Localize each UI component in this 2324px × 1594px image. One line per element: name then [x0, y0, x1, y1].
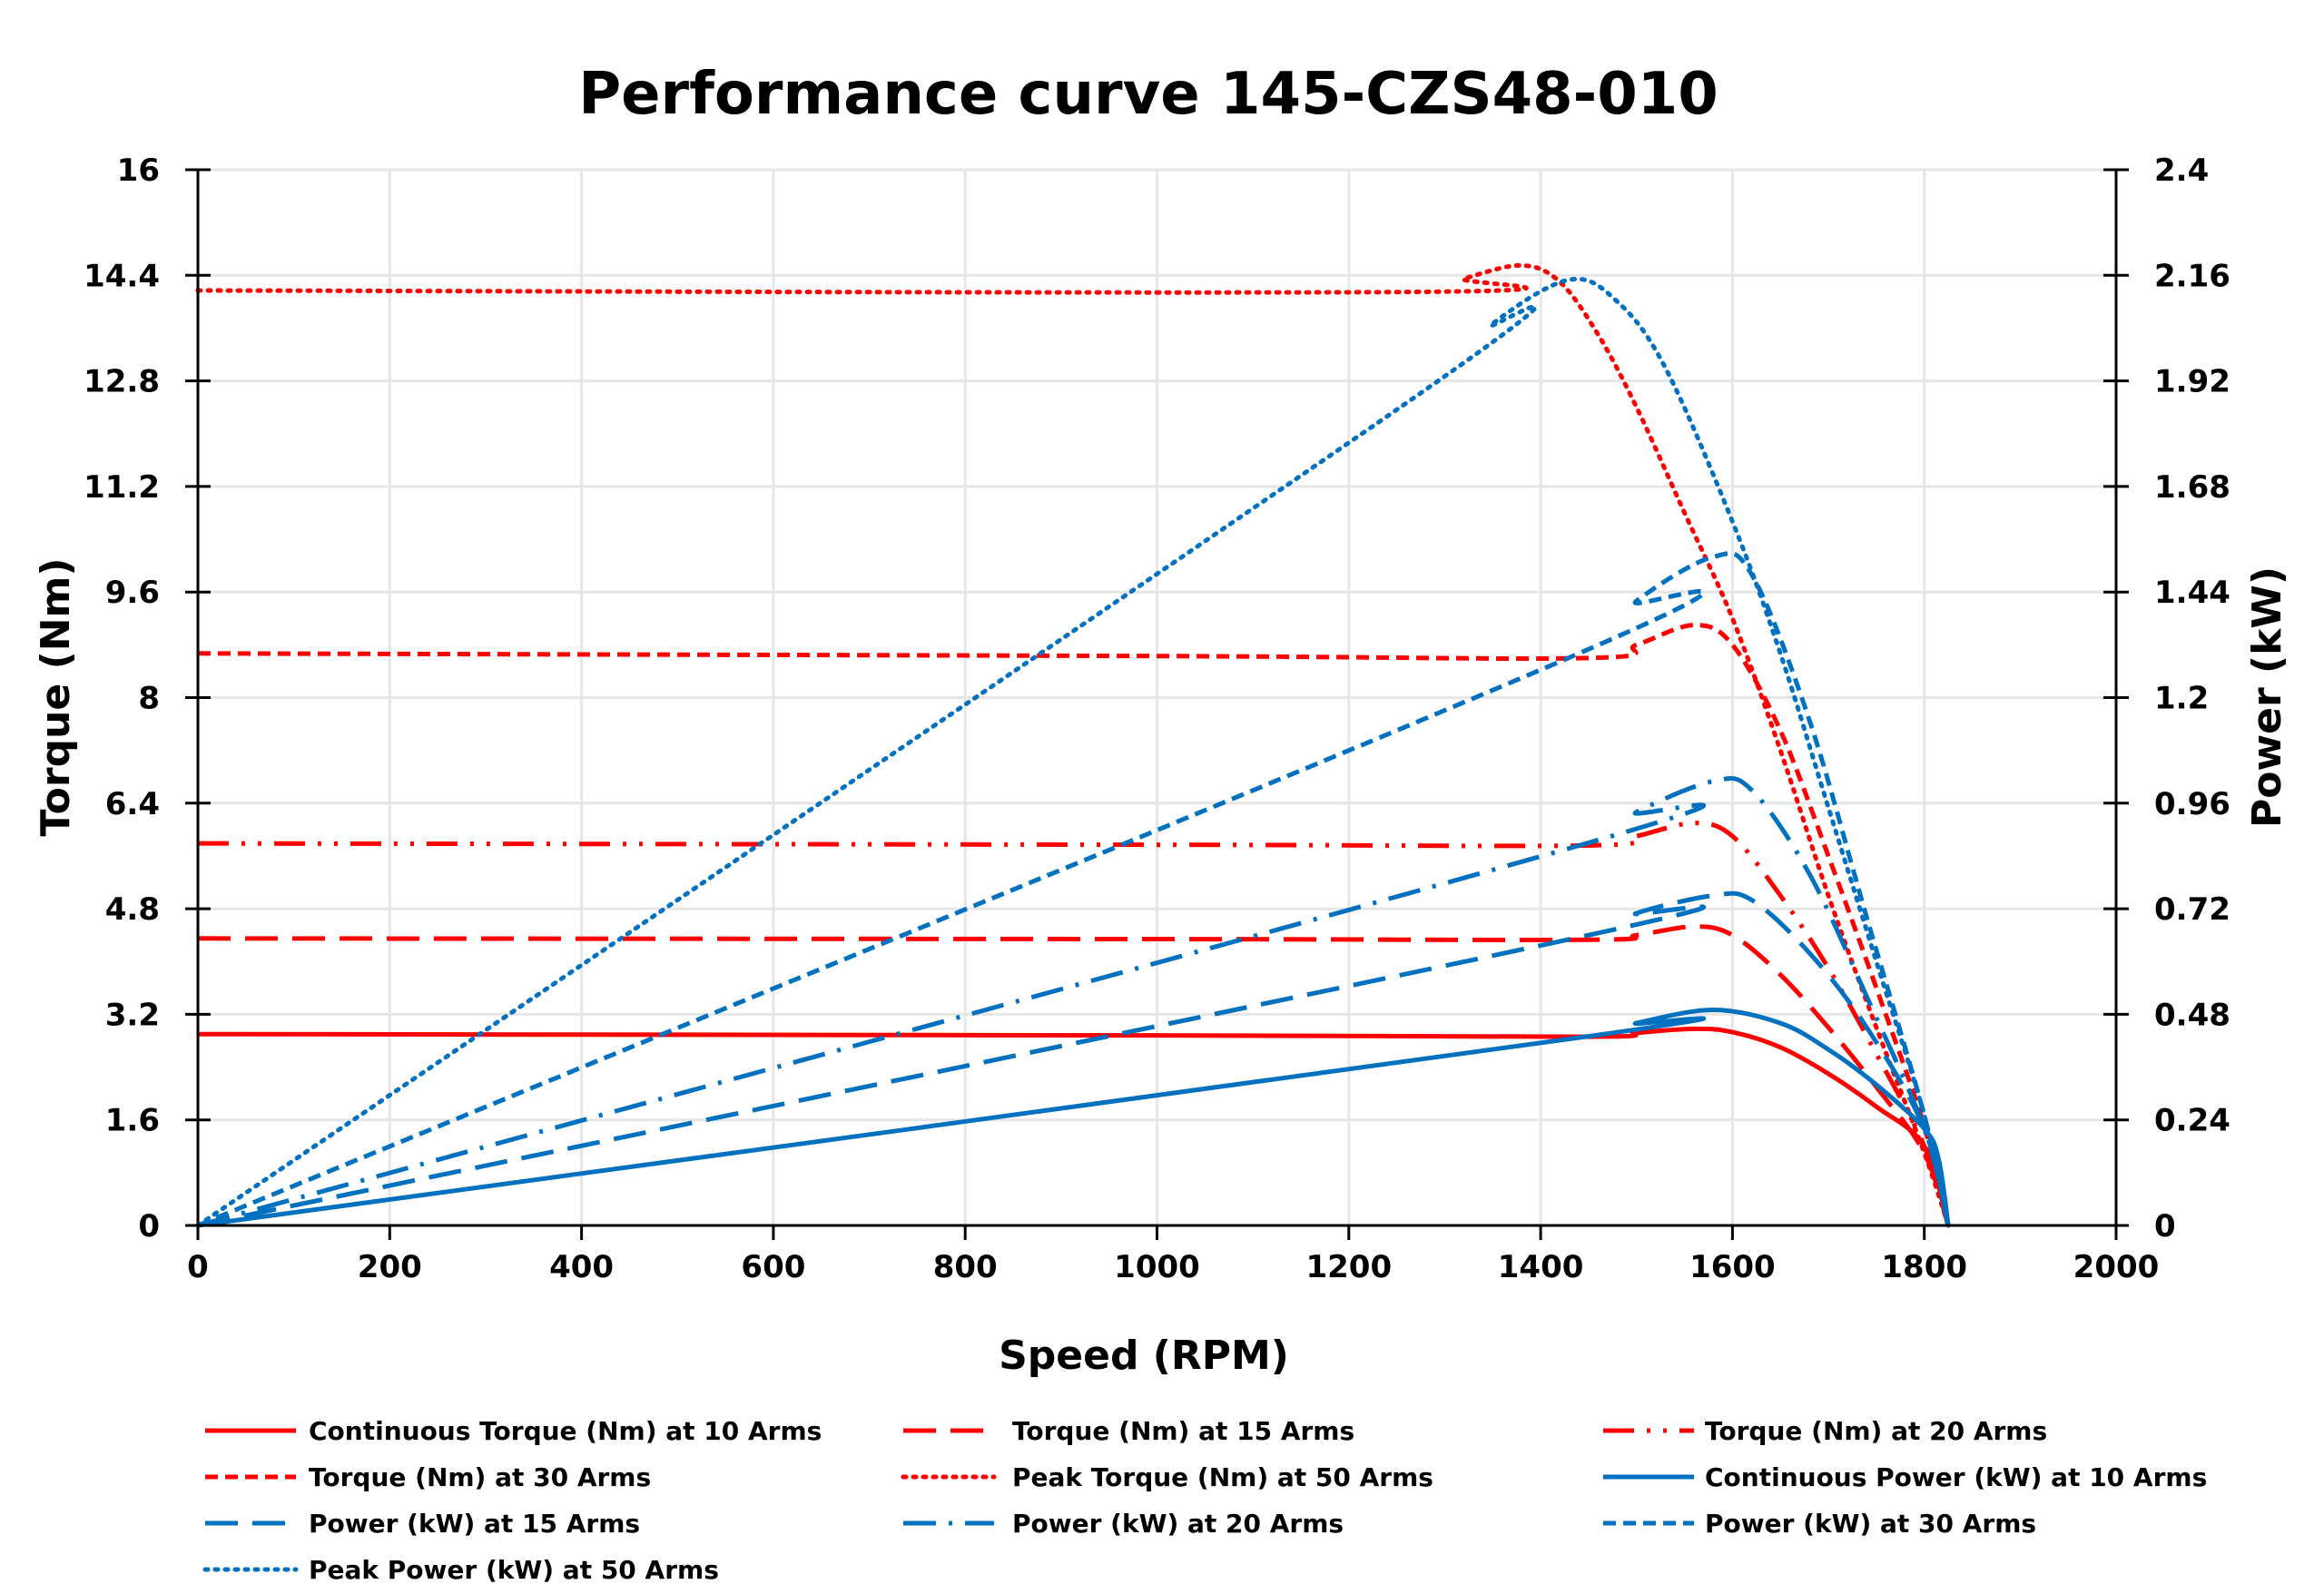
y-tick-label: 3.2: [105, 997, 160, 1033]
y-tick-label: 12.8: [84, 364, 160, 400]
series-line-power-kw-at-30-arms: [197, 551, 1951, 1228]
y-axis-title: Torque (Nm): [33, 558, 79, 837]
x-tick-label: 200: [358, 1249, 422, 1285]
series-line-torque-nm-at-15-arms: [197, 924, 1951, 1226]
y-tick-label: 14.4: [84, 258, 160, 294]
x-tick-label: 1600: [1689, 1249, 1776, 1285]
series-line-continuous-power-kw-at-10-arms: [197, 1008, 1951, 1228]
legend-item: Continuous Power (kW) at 10 Arms: [1603, 1462, 2207, 1492]
x-tick-label: 800: [933, 1249, 998, 1285]
series-line-torque-nm-at-20-arms: [197, 821, 1951, 1226]
series-line-torque-nm-at-30-arms: [197, 623, 1951, 1226]
legend-item: Power (kW) at 15 Arms: [205, 1509, 640, 1539]
legend-item: Peak Power (kW) at 50 Arms: [202, 1555, 719, 1585]
legend: Continuous Torque (Nm) at 10 Arms Torque …: [202, 1416, 2207, 1585]
legend-item: Continuous Torque (Nm) at 10 Arms: [205, 1416, 822, 1446]
y2-tick-label: 2.16: [2154, 258, 2230, 294]
x-axis-title: Speed (RPM): [999, 1333, 1289, 1379]
series-line-continuous-torque-nm-at-10-arms: [197, 1026, 1951, 1226]
y2-tick-label: 2.4: [2154, 153, 2209, 189]
legend-label: Power (kW) at 15 Arms: [309, 1509, 640, 1539]
legend-label: Power (kW) at 20 Arms: [1012, 1509, 1344, 1539]
y2-tick-label: 0.48: [2154, 997, 2230, 1033]
y-tick-label: 0: [138, 1208, 160, 1245]
y2-tick-label: 1.68: [2154, 469, 2230, 506]
series-line-peak-power-kw-at-50-arms: [195, 276, 1951, 1228]
y2-tick-label: 1.44: [2154, 575, 2230, 611]
x-tick-label: 400: [549, 1249, 614, 1285]
x-tick-label: 1400: [1498, 1249, 1584, 1285]
y2-tick-label: 0.24: [2154, 1103, 2230, 1139]
y2-tick-label: 1.92: [2154, 364, 2230, 400]
legend-item: Torque (Nm) at 15 Arms: [903, 1416, 1354, 1446]
legend-item: Power (kW) at 30 Arms: [1603, 1509, 2036, 1539]
y-tick-label: 1.6: [105, 1103, 160, 1139]
legend-label: Torque (Nm) at 30 Arms: [309, 1462, 651, 1492]
legend-label: Power (kW) at 30 Arms: [1705, 1509, 2036, 1539]
x-tick-label: 1000: [1114, 1249, 1200, 1285]
legend-item: Torque (Nm) at 20 Arms: [1603, 1416, 2047, 1446]
legend-item: Power (kW) at 20 Arms: [903, 1509, 1344, 1539]
gridlines: [198, 168, 2116, 1225]
x-tick-label: 2000: [2073, 1249, 2160, 1285]
legend-label: Continuous Power (kW) at 10 Arms: [1705, 1462, 2207, 1492]
y2-tick-label: 0.72: [2154, 891, 2230, 928]
series-line-power-kw-at-20-arms: [197, 775, 1951, 1228]
legend-label: Peak Torque (Nm) at 50 Arms: [1012, 1462, 1433, 1492]
legend-label: Peak Power (kW) at 50 Arms: [309, 1555, 719, 1585]
y2-tick-label: 1.2: [2154, 681, 2209, 717]
y-tick-label: 4.8: [105, 891, 160, 928]
legend-item: Torque (Nm) at 30 Arms: [205, 1462, 651, 1492]
legend-item: Peak Torque (Nm) at 50 Arms: [901, 1462, 1433, 1492]
y-tick-label: 16: [117, 153, 160, 189]
x-tick-label: 600: [741, 1249, 805, 1285]
chart-title: Performance curve 145-CZS48-010: [578, 61, 1718, 128]
x-tick-label: 1200: [1305, 1249, 1392, 1285]
x-tick-label: 0: [187, 1249, 209, 1285]
series-line-power-kw-at-15-arms: [197, 890, 1951, 1228]
y2-tick-label: 0: [2154, 1208, 2176, 1245]
x-tick-label: 1800: [1881, 1249, 1967, 1285]
y-tick-label: 11.2: [84, 469, 160, 506]
y2-tick-label: 0.96: [2154, 786, 2230, 822]
y-tick-label: 9.6: [105, 575, 160, 611]
y-tick-label: 6.4: [105, 786, 160, 822]
y-tick-label: 8: [138, 681, 160, 717]
series-group: [195, 262, 1951, 1228]
y2-axis-title: Power (kW): [2244, 566, 2290, 828]
legend-label: Torque (Nm) at 15 Arms: [1012, 1416, 1354, 1446]
legend-label: Torque (Nm) at 20 Arms: [1705, 1416, 2047, 1446]
legend-label: Continuous Torque (Nm) at 10 Arms: [309, 1416, 822, 1446]
